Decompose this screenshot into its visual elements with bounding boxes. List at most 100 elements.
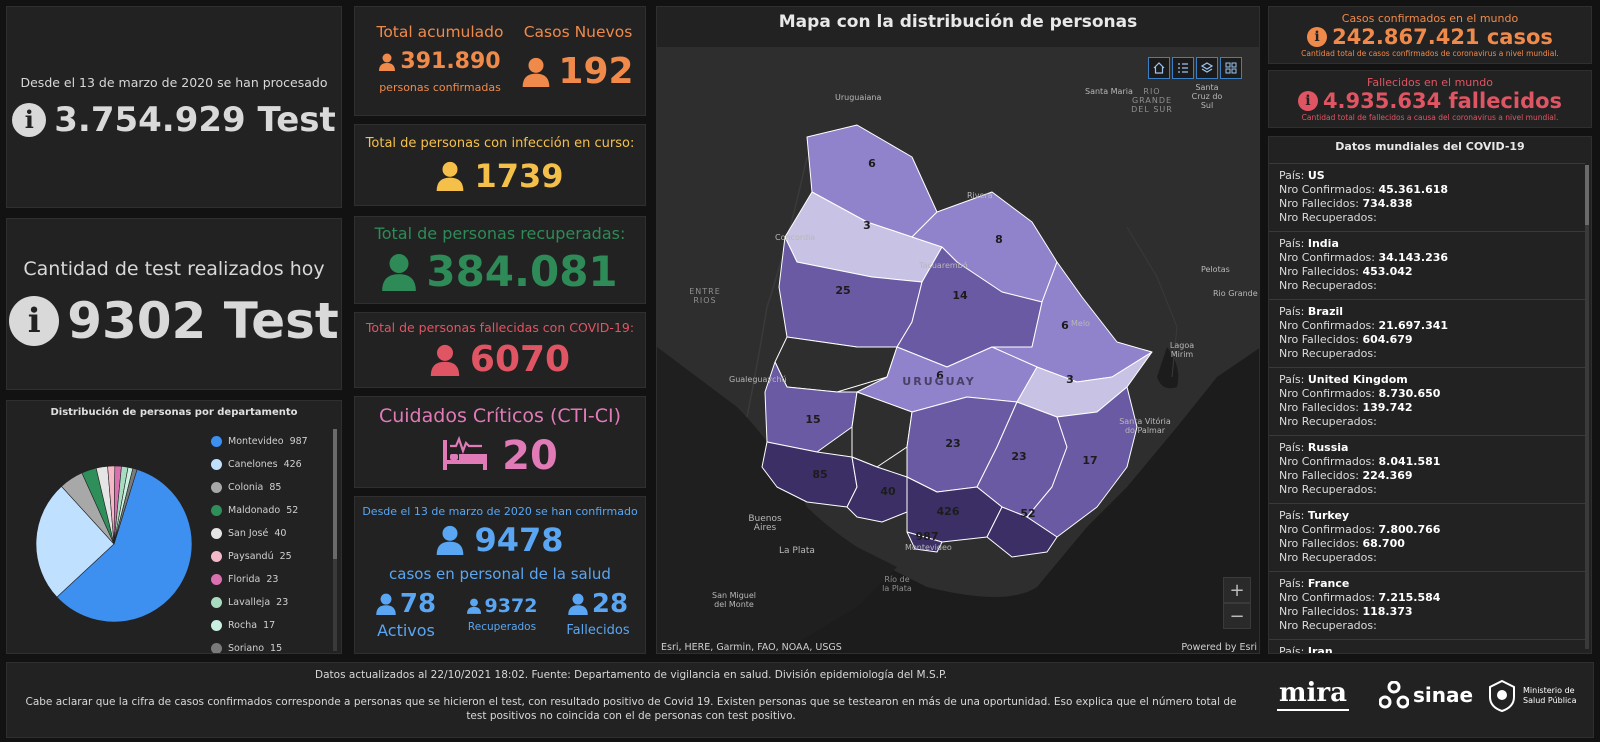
country-field-value: Turkey (1307, 509, 1350, 522)
tests-since-label: Desde el 13 de marzo de 2020 se han proc… (20, 74, 328, 90)
pie-slice-soriano[interactable] (113, 467, 138, 545)
legend-label: Canelones (228, 459, 278, 470)
country-list-item[interactable]: País: Turkey Nro Confirmados: 7.800.766 Nr… (1269, 504, 1585, 572)
country-field-value: 604.679 (1362, 333, 1413, 346)
salud-recuperados: 9372 Recuperados (455, 595, 549, 633)
legend-button[interactable] (1172, 57, 1194, 79)
country-field: Nro Fallecidos: 224.369 (1279, 469, 1575, 483)
legend-item[interactable]: Soriano 15 (211, 637, 331, 653)
place-label: Montevideo (905, 543, 952, 552)
distribution-pie-chart (35, 465, 193, 623)
country-field-label: País: (1279, 373, 1305, 386)
country-list-item[interactable]: País: France Nro Confirmados: 7.215.584 Nr… (1269, 572, 1585, 640)
country-field-label: Nro Recuperados: (1279, 279, 1377, 292)
legend-item[interactable]: Rocha 17 (211, 614, 331, 637)
country-field-label: Nro Fallecidos: (1279, 333, 1359, 346)
country-field: Nro Fallecidos: 118.373 (1279, 605, 1575, 619)
logo-mira[interactable]: mira (1277, 679, 1349, 711)
legend-value: 23 (276, 597, 289, 608)
salud-total: 9478 (474, 521, 564, 559)
country-field-value: United Kingdom (1307, 373, 1408, 386)
country-field: Nro Confirmados: 8.041.581 (1279, 455, 1575, 469)
country-field: Nro Recuperados: (1279, 279, 1575, 293)
cti-panel: Cuidados Críticos (CTI-CI) 20 (354, 396, 646, 488)
world-list-scrollbar[interactable] (1585, 165, 1589, 649)
legend-item[interactable]: Colonia 85 (211, 476, 331, 499)
country-field: Nro Fallecidos: 68.700 (1279, 537, 1575, 551)
curso-value: 1739 (474, 156, 564, 195)
place-label: Concordia (775, 233, 816, 242)
info-icon: i (9, 296, 60, 346)
salud-panel: Desde el 13 de marzo de 2020 se han conf… (354, 496, 646, 654)
dept-maldonado (986, 506, 1058, 558)
legend-item[interactable]: Canelones 426 (211, 453, 331, 476)
country-list-item[interactable]: País: Brazil Nro Confirmados: 21.697.341 N… (1269, 300, 1585, 368)
country-field-label: Nro Recuperados: (1279, 551, 1377, 564)
legend-swatch (211, 597, 222, 608)
person-icon (379, 53, 396, 71)
logo-msp[interactable]: Ministerio de Salud Pública (1487, 679, 1589, 713)
country-field: Nro Confirmados: 7.215.584 (1279, 591, 1575, 605)
legend-scrollbar[interactable] (333, 429, 337, 651)
legend-item[interactable]: Florida 23 (211, 568, 331, 591)
layers-button[interactable] (1196, 57, 1218, 79)
basemap-button[interactable] (1220, 57, 1242, 79)
country-list-item[interactable]: País: IranNro Confirmados: 5.844.589Nro … (1269, 640, 1585, 653)
legend-item[interactable]: Montevideo 987 (211, 430, 331, 453)
map-view[interactable]: 6 3 8 25 14 6 6 3 15 23 23 17 85 40 426 … (657, 47, 1259, 653)
country-list-item[interactable]: País: India Nro Confirmados: 34.143.236 Nr… (1269, 232, 1585, 300)
svg-text:52: 52 (1020, 507, 1035, 520)
country-field-value: 7.800.766 (1378, 523, 1441, 536)
country-field: País: Turkey (1279, 509, 1575, 523)
legend-item[interactable]: Paysandú 25 (211, 545, 331, 568)
logo-msp-text: Ministerio de Salud Pública (1523, 686, 1577, 705)
place-label: RIO GRANDE DEL SUR (1131, 87, 1173, 114)
country-field-label: Nro Recuperados: (1279, 483, 1377, 496)
world-country-list[interactable]: País: US Nro Confirmados: 45.361.618 Nro F… (1269, 163, 1585, 653)
country-field: Nro Recuperados: (1279, 415, 1575, 429)
world-confirmed-value: 242.867.421 casos (1332, 25, 1553, 49)
list-icon (1178, 63, 1188, 73)
world-list-scrollbar-thumb[interactable] (1585, 165, 1589, 225)
place-label: Pelotas (1201, 265, 1230, 274)
country-field: Nro Confirmados: 8.730.650 (1279, 387, 1575, 401)
country-field-label: Nro Fallecidos: (1279, 401, 1359, 414)
svg-text:6: 6 (868, 157, 876, 170)
footer-panel: Datos actualizados al 22/10/2021 18:02. … (6, 662, 1594, 738)
info-icon: i (1307, 27, 1328, 47)
person-icon (436, 525, 464, 555)
zoom-out-button[interactable]: − (1223, 603, 1251, 629)
footer-note: Cabe aclarar que la cifra de casos confi… (25, 696, 1237, 722)
country-field-label: Nro Confirmados: (1279, 591, 1375, 604)
country-field-value: 21.697.341 (1378, 319, 1449, 332)
country-field: Nro Confirmados: 21.697.341 (1279, 319, 1575, 333)
zoom-in-button[interactable]: + (1223, 577, 1251, 603)
world-deaths-value-row: i 4.935.634 fallecidos (1297, 89, 1563, 113)
legend-label: Colonia (228, 482, 264, 493)
acumulado-value: 391.890 (400, 49, 501, 74)
legend-item[interactable]: San José 40 (211, 522, 331, 545)
world-deaths-value: 4.935.634 fallecidos (1322, 89, 1563, 113)
dept-rocha (1026, 386, 1138, 538)
country-list-item[interactable]: País: US Nro Confirmados: 45.361.618 Nro F… (1269, 164, 1585, 232)
recuperadas-value-row: 384.081 (382, 247, 618, 296)
legend-item[interactable]: Lavalleja 23 (211, 591, 331, 614)
legend-scrollbar-thumb[interactable] (333, 429, 337, 559)
legend-item[interactable]: Maldonado 52 (211, 499, 331, 522)
country-field: Nro Confirmados: 45.361.618 (1279, 183, 1575, 197)
country-field-label: País: (1279, 509, 1305, 522)
salud-total-row: 9478 (355, 521, 645, 559)
map-svg: 6 3 8 25 14 6 6 3 15 23 23 17 85 40 426 … (657, 47, 1259, 653)
legend-value: 40 (274, 528, 287, 539)
country-list-item[interactable]: País: United Kingdom Nro Confirmados: 8.7… (1269, 368, 1585, 436)
pie-slice-canelones[interactable] (35, 485, 115, 598)
svg-text:6: 6 (936, 369, 944, 382)
logo-sinae[interactable]: sinae (1379, 681, 1473, 709)
map-powered-by[interactable]: Powered by Esri (1181, 642, 1257, 653)
legend-label: Lavalleja (228, 597, 271, 608)
country-field: País: Iran (1279, 645, 1575, 653)
recuperadas-panel: Total de personas recuperadas: 384.081 (354, 216, 646, 304)
home-button[interactable] (1148, 57, 1170, 79)
pie-slice-montevideo[interactable] (56, 469, 193, 623)
country-list-item[interactable]: País: Russia Nro Confirmados: 8.041.581 Nr… (1269, 436, 1585, 504)
